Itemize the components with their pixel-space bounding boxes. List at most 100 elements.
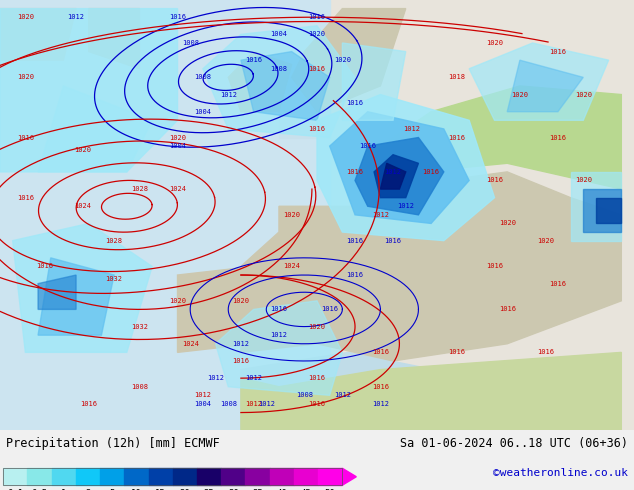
Text: 1020: 1020: [512, 92, 528, 98]
Text: 1016: 1016: [271, 306, 287, 313]
Text: 1012: 1012: [68, 14, 84, 20]
Text: Sa 01-06-2024 06..18 UTC (06+36): Sa 01-06-2024 06..18 UTC (06+36): [399, 437, 628, 450]
Text: 1008: 1008: [296, 392, 313, 398]
Text: 1028: 1028: [131, 186, 148, 192]
Text: 1012: 1012: [220, 92, 236, 98]
Bar: [76, 468, 100, 485]
Bar: [221, 468, 245, 485]
Polygon shape: [13, 223, 152, 352]
Text: 45: 45: [301, 489, 311, 490]
Polygon shape: [380, 163, 406, 189]
Text: 25: 25: [204, 489, 214, 490]
Text: 1016: 1016: [309, 375, 325, 381]
Text: 1016: 1016: [17, 195, 34, 201]
Polygon shape: [469, 43, 609, 121]
Bar: [148, 468, 172, 485]
Text: 50: 50: [325, 489, 335, 490]
Bar: [172, 468, 197, 485]
Text: 1016: 1016: [309, 401, 325, 407]
Text: 1020: 1020: [17, 74, 34, 80]
Text: 1016: 1016: [347, 272, 363, 278]
Polygon shape: [241, 172, 621, 361]
Bar: [3, 468, 342, 485]
Polygon shape: [89, 9, 139, 69]
Polygon shape: [355, 138, 444, 215]
Text: 1016: 1016: [550, 281, 566, 287]
Text: 0.5: 0.5: [32, 489, 48, 490]
Text: 1016: 1016: [372, 384, 389, 390]
Text: 1004: 1004: [169, 143, 186, 149]
Bar: [0, 0, 330, 430]
Text: 1024: 1024: [283, 264, 300, 270]
Text: 1012: 1012: [398, 203, 414, 209]
Text: 0.1: 0.1: [7, 489, 23, 490]
Polygon shape: [38, 258, 114, 335]
Polygon shape: [279, 77, 330, 138]
Text: 1024: 1024: [169, 186, 186, 192]
Text: 1016: 1016: [233, 358, 249, 364]
Text: ©weatheronline.co.uk: ©weatheronline.co.uk: [493, 468, 628, 478]
Bar: [100, 468, 124, 485]
Text: 1008: 1008: [271, 66, 287, 72]
Bar: [269, 468, 294, 485]
Polygon shape: [342, 468, 356, 485]
Text: 1024: 1024: [182, 341, 198, 347]
Text: 1020: 1020: [283, 212, 300, 218]
Text: 1008: 1008: [131, 384, 148, 390]
Polygon shape: [0, 9, 178, 172]
Polygon shape: [583, 189, 621, 232]
Text: 1012: 1012: [372, 401, 389, 407]
Text: 1020: 1020: [74, 147, 91, 153]
Text: 1012: 1012: [271, 332, 287, 338]
Text: 1020: 1020: [169, 135, 186, 141]
Text: 1008: 1008: [182, 40, 198, 46]
Text: 1020: 1020: [537, 238, 553, 244]
Text: 1012: 1012: [233, 341, 249, 347]
Bar: [27, 468, 51, 485]
Polygon shape: [342, 43, 406, 121]
Text: 1016: 1016: [448, 349, 465, 355]
Text: 1: 1: [61, 489, 67, 490]
Polygon shape: [596, 197, 621, 223]
Text: 1016: 1016: [17, 135, 34, 141]
Text: 1028: 1028: [106, 238, 122, 244]
Text: 1016: 1016: [245, 57, 262, 63]
Text: 1016: 1016: [423, 169, 439, 175]
Text: 1016: 1016: [550, 135, 566, 141]
Polygon shape: [507, 60, 583, 112]
Polygon shape: [292, 9, 406, 112]
Text: 1020: 1020: [17, 14, 34, 20]
Text: 1032: 1032: [106, 276, 122, 282]
Text: 1004: 1004: [195, 109, 211, 115]
Text: 1024: 1024: [74, 203, 91, 209]
Bar: [294, 468, 318, 485]
Text: 30: 30: [228, 489, 239, 490]
Polygon shape: [178, 267, 254, 352]
Text: 15: 15: [155, 489, 166, 490]
Text: 1020: 1020: [233, 298, 249, 304]
Text: 10: 10: [131, 489, 142, 490]
Text: 1016: 1016: [81, 401, 97, 407]
Text: 1020: 1020: [575, 177, 592, 183]
Text: 1016: 1016: [550, 49, 566, 54]
Polygon shape: [380, 86, 621, 189]
Text: 1016: 1016: [309, 66, 325, 72]
Text: 1016: 1016: [385, 238, 401, 244]
Text: 1016: 1016: [537, 349, 553, 355]
Polygon shape: [203, 26, 355, 138]
Polygon shape: [317, 95, 495, 241]
Text: 1012: 1012: [245, 401, 262, 407]
Polygon shape: [374, 155, 418, 197]
Text: 1016: 1016: [486, 264, 503, 270]
Text: 1012: 1012: [245, 375, 262, 381]
Polygon shape: [241, 51, 330, 121]
Text: 1016: 1016: [448, 135, 465, 141]
Text: 35: 35: [252, 489, 263, 490]
Text: 1016: 1016: [486, 177, 503, 183]
Text: 1016: 1016: [309, 14, 325, 20]
Text: 1020: 1020: [169, 298, 186, 304]
Text: 1018: 1018: [448, 74, 465, 80]
Polygon shape: [38, 275, 76, 309]
Bar: [318, 468, 342, 485]
Text: 5: 5: [110, 489, 115, 490]
